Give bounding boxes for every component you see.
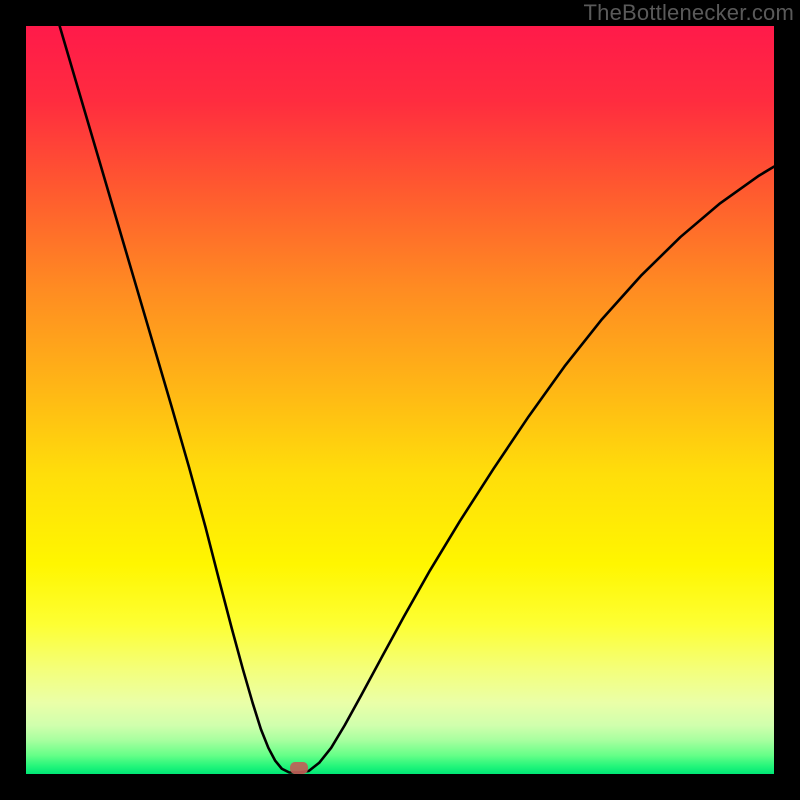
bottleneck-chart <box>0 0 800 800</box>
chart-background-gradient <box>26 26 774 774</box>
chart-stage: TheBottlenecker.com <box>0 0 800 800</box>
optimal-point-marker <box>290 762 308 774</box>
watermark-text: TheBottlenecker.com <box>584 0 794 26</box>
